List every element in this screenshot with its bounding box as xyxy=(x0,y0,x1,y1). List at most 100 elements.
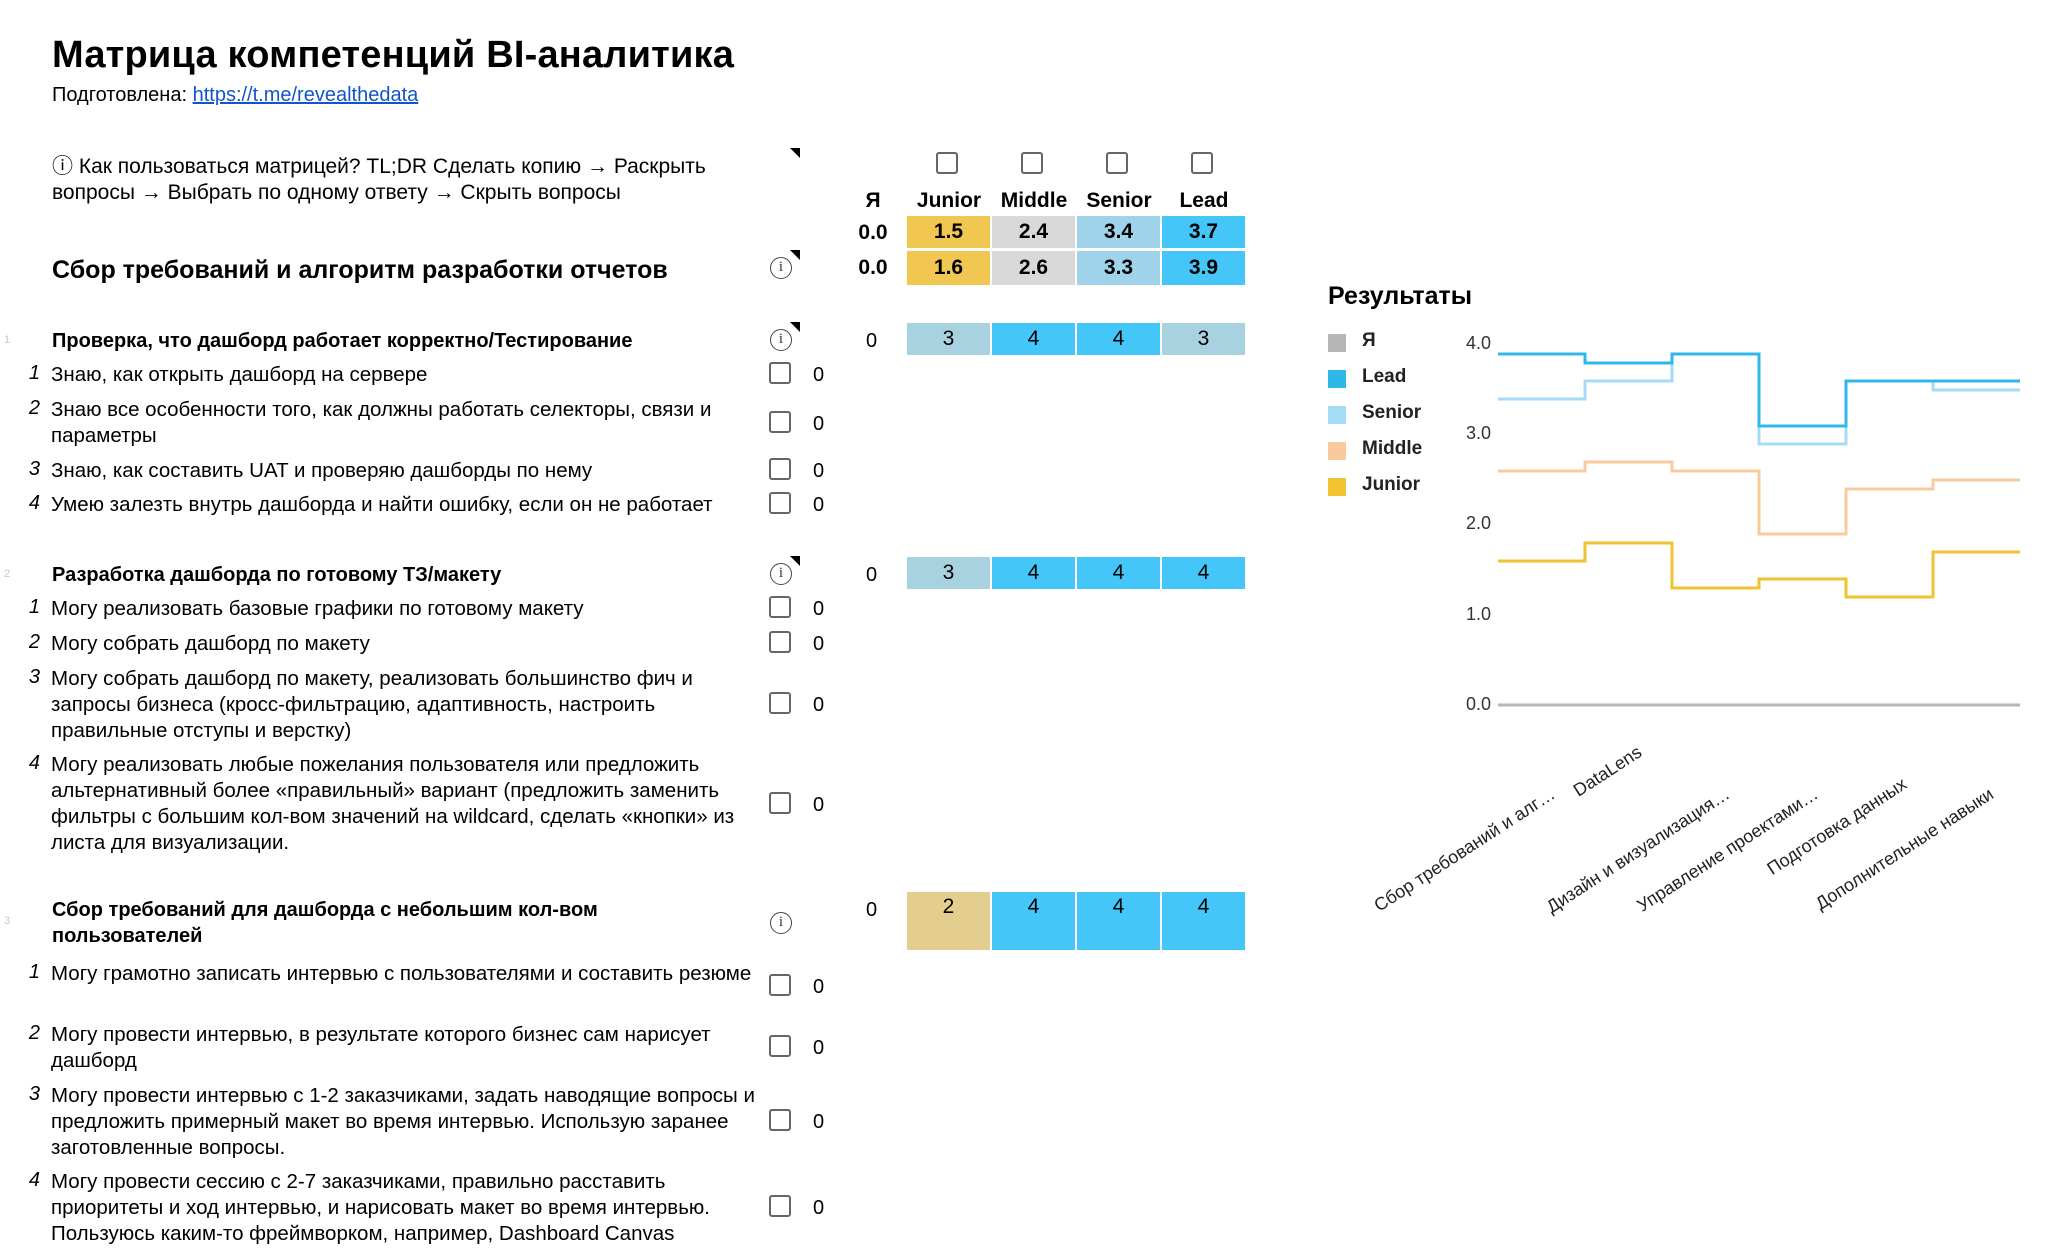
item-number: 2 xyxy=(28,631,40,653)
item-text: Могу собрать дашборд по макету, реализов… xyxy=(51,667,693,742)
legend-swatch xyxy=(1328,406,1346,424)
summary2-middle: 2.6 xyxy=(992,251,1075,285)
item-value: 0 xyxy=(813,413,825,435)
prepared-by: Подготовлена: https://t.me/revealthedata xyxy=(52,84,418,107)
group-title: Разработка дашборда по готовому ТЗ/макет… xyxy=(52,564,502,586)
group-lead-level: 4 xyxy=(1162,892,1245,950)
item-value: 0 xyxy=(813,1197,825,1219)
info-icon[interactable]: i xyxy=(770,912,792,934)
item-checkbox[interactable] xyxy=(769,1195,791,1217)
item-checkbox[interactable] xyxy=(769,362,791,384)
series-line-Lead xyxy=(1498,352,2020,428)
item-value: 0 xyxy=(813,1111,825,1133)
legend-label: Junior xyxy=(1362,474,1421,495)
item-text: Могу собрать дашборд по макету xyxy=(51,632,370,655)
y-tick: 4.0 xyxy=(1466,333,1492,353)
summary1-middle: 2.4 xyxy=(992,216,1075,248)
item-value: 0 xyxy=(813,633,825,655)
group-senior-level: 4 xyxy=(1077,892,1160,950)
middle-filter-checkbox[interactable] xyxy=(1021,152,1043,174)
item-value: 0 xyxy=(813,1037,825,1059)
item-checkbox[interactable] xyxy=(769,974,791,996)
junior-filter-checkbox[interactable] xyxy=(936,152,958,174)
page-title: Матрица компетенций BI-аналитика xyxy=(52,34,735,76)
y-tick: 3.0 xyxy=(1466,423,1492,443)
item-text: Могу провести интервью с 1-2 заказчиками… xyxy=(51,1084,755,1159)
comment-marker[interactable] xyxy=(790,556,800,566)
group-junior-level: 3 xyxy=(907,557,990,589)
summary1-me: 0.0 xyxy=(858,221,888,244)
series-line-Middle xyxy=(1498,460,2020,536)
item-value: 0 xyxy=(813,694,825,716)
info-icon[interactable]: i xyxy=(770,329,792,351)
group-me-score: 0 xyxy=(866,330,878,352)
info-icon[interactable]: i xyxy=(770,563,792,585)
item-text: Знаю, как открыть дашборд на сервере xyxy=(51,363,428,386)
item-text: Знаю, как составить UAT и проверяю дашбо… xyxy=(51,459,593,482)
item-checkbox[interactable] xyxy=(769,411,791,433)
y-tick: 0.0 xyxy=(1466,694,1492,714)
item-checkbox[interactable] xyxy=(769,1109,791,1131)
item-text: Могу реализовать любые пожелания пользов… xyxy=(51,753,735,854)
comment-marker[interactable] xyxy=(790,322,800,332)
group-lead-level: 3 xyxy=(1162,323,1245,355)
prepared-label: Подготовлена: xyxy=(52,84,193,106)
group-index: 1 xyxy=(4,334,11,346)
item-text: Знаю все особенности того, как должны ра… xyxy=(51,398,712,447)
summary1-senior: 3.4 xyxy=(1077,216,1160,248)
item-number: 1 xyxy=(28,961,40,983)
group-index: 2 xyxy=(4,568,11,580)
lead-filter-checkbox[interactable] xyxy=(1191,152,1213,174)
item-checkbox[interactable] xyxy=(769,692,791,714)
item-checkbox[interactable] xyxy=(769,596,791,618)
legend-label: Senior xyxy=(1362,402,1422,423)
item-number: 4 xyxy=(28,1169,40,1191)
item-number: 1 xyxy=(28,362,40,384)
item-text: Умею залезть внутрь дашборда и найти оши… xyxy=(51,493,713,516)
y-tick: 2.0 xyxy=(1466,513,1492,533)
group-index: 3 xyxy=(4,915,11,927)
summary1-lead: 3.7 xyxy=(1162,216,1245,248)
item-checkbox[interactable] xyxy=(769,458,791,480)
legend-label: Я xyxy=(1362,330,1376,351)
item-checkbox[interactable] xyxy=(769,792,791,814)
summary1-junior: 1.5 xyxy=(907,216,990,248)
summary2-junior: 1.6 xyxy=(907,251,990,285)
comment-marker[interactable] xyxy=(790,148,800,158)
summary2-me: 0.0 xyxy=(858,256,888,279)
legend-label: Middle xyxy=(1362,438,1423,459)
group-junior-level: 3 xyxy=(907,323,990,355)
item-value: 0 xyxy=(813,364,825,386)
howto-text: ⓘ Как пользоваться матрицей? TL;DR Сдела… xyxy=(52,155,706,204)
group-me-score: 0 xyxy=(866,899,878,921)
item-checkbox[interactable] xyxy=(769,492,791,514)
legend-swatch xyxy=(1328,334,1346,352)
item-value: 0 xyxy=(813,976,825,998)
info-icon[interactable]: i xyxy=(770,257,792,279)
comment-marker[interactable] xyxy=(790,250,800,260)
item-text: Могу провести интервью, в результате кот… xyxy=(51,1023,711,1072)
group-middle-level: 4 xyxy=(992,323,1075,355)
item-checkbox[interactable] xyxy=(769,631,791,653)
item-number: 3 xyxy=(28,1083,40,1105)
item-checkbox[interactable] xyxy=(769,1035,791,1057)
item-number: 4 xyxy=(28,752,40,774)
item-number: 2 xyxy=(28,1022,40,1044)
col-senior: Senior xyxy=(1086,189,1152,212)
senior-filter-checkbox[interactable] xyxy=(1106,152,1128,174)
group-me-score: 0 xyxy=(866,564,878,586)
group-title: Проверка, что дашборд работает корректно… xyxy=(52,330,633,352)
col-lead: Lead xyxy=(1179,189,1229,212)
item-number: 3 xyxy=(28,666,40,688)
group-middle-level: 4 xyxy=(992,892,1075,950)
y-tick: 1.0 xyxy=(1466,604,1492,624)
chart-title: Результаты xyxy=(1328,282,1473,310)
group-senior-level: 4 xyxy=(1077,557,1160,589)
prepared-link[interactable]: https://t.me/revealthedata xyxy=(192,84,419,106)
item-number: 4 xyxy=(28,492,40,514)
item-text: Могу грамотно записать интервью с пользо… xyxy=(51,962,752,985)
group-middle-level: 4 xyxy=(992,557,1075,589)
legend-label: Lead xyxy=(1362,366,1407,387)
section-title: Сбор требований и алгоритм разработки от… xyxy=(52,256,668,284)
